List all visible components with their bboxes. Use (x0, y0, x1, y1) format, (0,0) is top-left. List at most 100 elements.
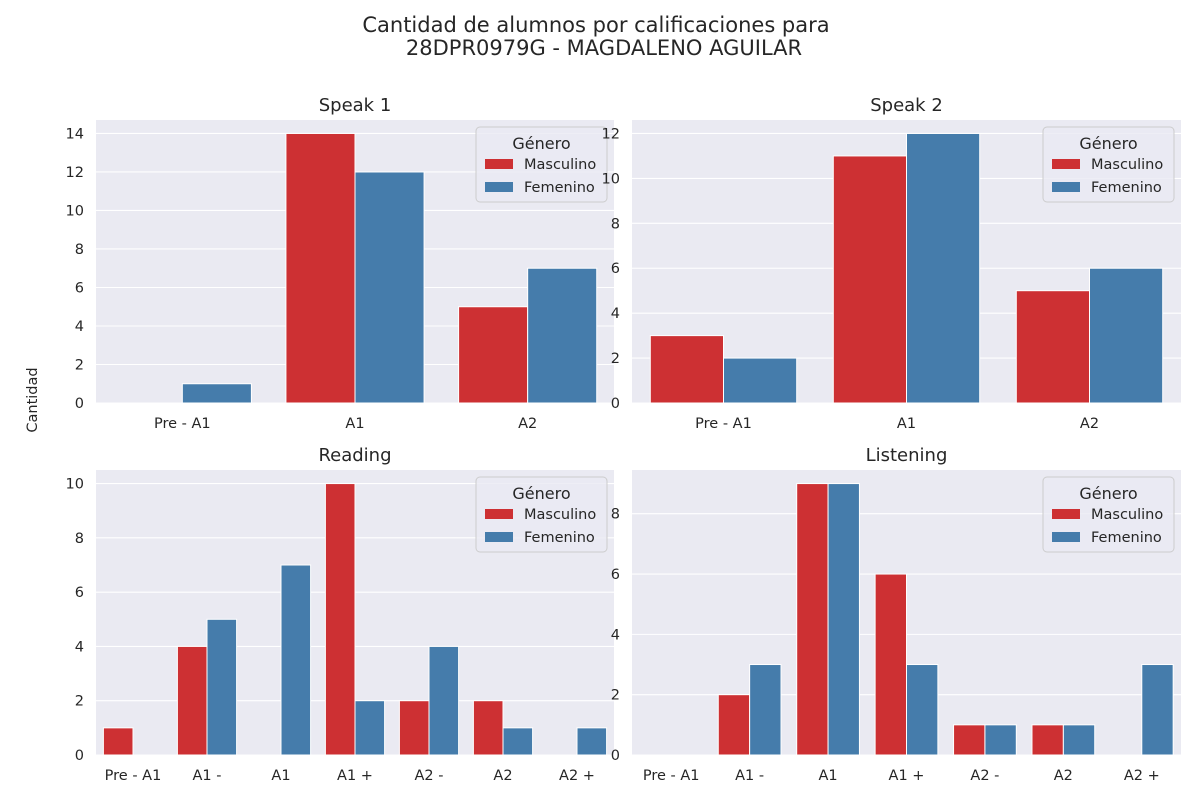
legend-swatch-femenino (485, 182, 513, 192)
bar-femenino-a1 (280, 564, 312, 756)
x-tick-label: A1 (818, 768, 837, 784)
legend-label-masculino: Masculino (524, 507, 596, 523)
y-tick-label: 4 (75, 639, 84, 655)
y-tick-label: 12 (66, 165, 84, 181)
y-tick-label: 8 (611, 507, 620, 523)
legend-title: Género (512, 484, 570, 503)
bar-femenino-a2 (428, 645, 460, 756)
x-tick-label: A2 - (970, 768, 999, 784)
x-tick-label: A2 (518, 416, 537, 432)
legend-swatch-femenino (485, 532, 513, 542)
legend: Género Masculino Femenino (475, 126, 608, 203)
bar-femenino-a1 (354, 171, 425, 404)
x-tick-label: Pre - A1 (154, 416, 211, 432)
bar-femenino-a1 (749, 664, 782, 756)
legend-swatch-masculino (1052, 509, 1080, 519)
y-tick-label: 8 (611, 216, 620, 232)
legend-swatch-masculino (1052, 159, 1080, 169)
x-tick-label: Pre - A1 (105, 768, 162, 784)
legend-swatch-femenino (1052, 182, 1080, 192)
x-tick-label: A1 - (735, 768, 764, 784)
bar-masculino-a2 (1031, 724, 1064, 756)
y-tick-label: 0 (611, 396, 620, 412)
panel-title: Reading (318, 445, 391, 466)
y-tick-label: 10 (66, 203, 84, 219)
bar-masculino-a2 (398, 700, 430, 756)
chart-panel-listening: 0 2 4 6 8 Pre - A1 A1 - A1 A1 + A2 - A2 A2 + Listeni… (611, 445, 1181, 784)
legend: Género Masculino Femenino (1042, 476, 1175, 553)
y-tick-label: 2 (611, 351, 620, 367)
bar-masculino-a1 (796, 483, 829, 756)
x-tick-label: A1 (271, 768, 290, 784)
x-tick-label: Pre - A1 (695, 416, 752, 432)
x-tick-label: A2 + (1124, 768, 1160, 784)
bar-femenino-pre-a1 (181, 383, 252, 404)
y-tick-label: 0 (75, 748, 84, 764)
chart-panel-speak-1: 0 2 4 6 8 10 12 14 Pre - A1 A1 A2 Speak 1 Género Masc… (66, 95, 614, 432)
legend-label-femenino: Femenino (524, 530, 595, 546)
figure-title-line1: Cantidad de alumnos por calificaciones p… (362, 13, 829, 37)
bar-femenino-a1 (206, 618, 238, 756)
y-tick-label: 6 (611, 261, 620, 277)
y-tick-label: 6 (75, 280, 84, 296)
legend-swatch-femenino (1052, 532, 1080, 542)
legend-label-masculino: Masculino (1091, 507, 1163, 523)
bar-femenino-a2 (1141, 664, 1174, 756)
bar-femenino-a1 (906, 664, 939, 756)
bar-masculino-a1 (285, 132, 356, 404)
x-tick-label: A1 + (889, 768, 925, 784)
y-tick-label: 10 (602, 171, 620, 187)
bar-femenino-a2 (502, 727, 534, 756)
bar-femenino-a1 (827, 483, 860, 756)
bar-femenino-a2 (1089, 267, 1164, 404)
x-tick-label: A1 + (337, 768, 373, 784)
chart-panel-reading: 0 2 4 6 8 10 Pre - A1 A1 - A1 A1 + A2 - A2 A2 + Readi… (66, 445, 614, 784)
bar-femenino-pre-a1 (723, 357, 798, 404)
bar-femenino-a2 (984, 724, 1017, 756)
panel-title: Listening (866, 445, 948, 466)
legend-swatch-masculino (485, 509, 513, 519)
bar-masculino-a1 (176, 645, 208, 756)
bar-femenino-a1 (354, 700, 386, 756)
y-tick-label: 6 (611, 567, 620, 583)
bar-masculino-a1 (832, 155, 907, 404)
bar-masculino-a2 (458, 306, 529, 404)
y-tick-label: 0 (75, 396, 84, 412)
legend-label-masculino: Masculino (1091, 157, 1163, 173)
bar-masculino-pre-a1 (102, 727, 134, 756)
y-tick-label: 4 (611, 306, 620, 322)
y-tick-label: 2 (75, 357, 84, 373)
bar-femenino-a1 (906, 132, 981, 404)
figure-title-line2: 28DPR0979G - MAGDALENO AGUILAR (406, 36, 802, 60)
bar-femenino-a2 (527, 267, 598, 404)
x-tick-label: Pre - A1 (643, 768, 700, 784)
panel-title: Speak 2 (870, 95, 943, 116)
legend-title: Género (1079, 134, 1137, 153)
bar-masculino-pre-a1 (649, 335, 724, 404)
legend-label-masculino: Masculino (524, 157, 596, 173)
bar-masculino-a1 (717, 694, 751, 756)
y-tick-label: 2 (75, 694, 84, 710)
legend-label-femenino: Femenino (1091, 180, 1162, 196)
y-tick-label: 12 (602, 126, 620, 142)
bar-masculino-a1 (874, 573, 908, 756)
legend-title: Género (1079, 484, 1137, 503)
x-tick-label: A1 (897, 416, 916, 432)
y-tick-label: 4 (75, 319, 84, 335)
panels: 0 2 4 6 8 10 12 14 Pre - A1 A1 A2 Speak 1 Género Masc… (66, 95, 1181, 784)
bar-masculino-a2 (472, 700, 504, 756)
x-tick-label: A2 + (559, 768, 595, 784)
bar-femenino-a2 (1062, 724, 1096, 756)
y-tick-label: 14 (66, 126, 84, 142)
x-tick-label: A2 (493, 768, 512, 784)
bar-masculino-a1 (324, 483, 356, 756)
panel-title: Speak 1 (319, 95, 392, 116)
legend: Género Masculino Femenino (1042, 126, 1175, 203)
y-tick-label: 8 (75, 531, 84, 547)
legend-label-femenino: Femenino (524, 180, 595, 196)
x-tick-label: A1 (345, 416, 364, 432)
x-tick-label: A2 (1054, 768, 1073, 784)
x-tick-label: A2 - (415, 768, 444, 784)
y-tick-label: 10 (66, 477, 84, 493)
